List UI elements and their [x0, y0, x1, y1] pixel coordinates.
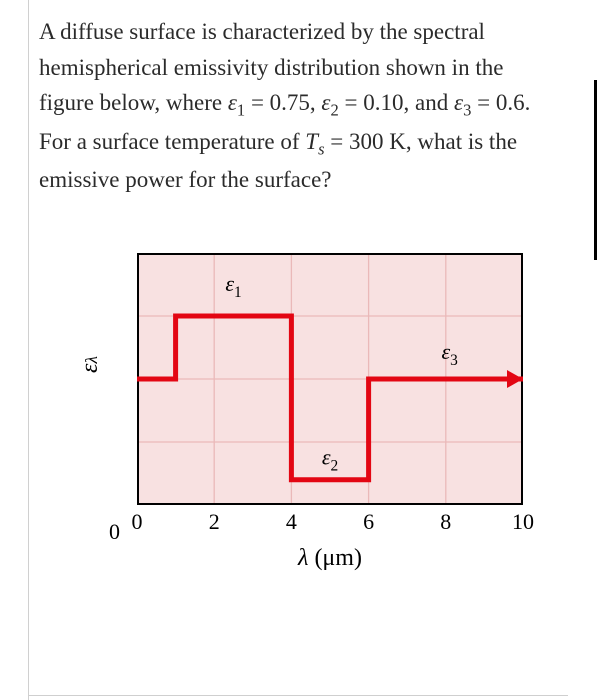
x-axis-label: λ (μm) — [137, 545, 523, 572]
eps2-val: 0.10, and — [363, 90, 454, 115]
eps1-val: 0.75, — [270, 90, 322, 115]
problem-text: A diffuse surface is characterized by th… — [39, 0, 568, 197]
y-zero: 0 — [109, 519, 120, 545]
divider — [29, 695, 568, 696]
x-var: λ — [298, 545, 308, 571]
plot-area: ε1ε2ε3 — [137, 253, 523, 505]
emissivity-chart: ελ 0 ε1ε2ε3 0246810 λ (μm) — [83, 253, 543, 593]
x-tick: 6 — [363, 509, 374, 535]
eps2-symbol: ε — [321, 90, 330, 115]
eq2: = — [339, 90, 363, 115]
eps3-symbol: ε — [454, 90, 463, 115]
eps1-sub: 1 — [237, 101, 245, 120]
Ts-T: T — [305, 129, 318, 154]
x-tick: 8 — [440, 509, 451, 535]
content-panel: A diffuse surface is characterized by th… — [28, 0, 568, 700]
eps2-sub: 2 — [331, 101, 339, 120]
x-tick: 2 — [209, 509, 220, 535]
x-tick: 0 — [132, 509, 143, 535]
x-tick: 10 — [512, 509, 534, 535]
plot-svg: ε1ε2ε3 — [137, 253, 523, 505]
y-axis-label: ελ — [77, 357, 104, 374]
y-sub: λ — [82, 357, 101, 364]
x-tick: 4 — [286, 509, 297, 535]
scrollbar-thumb[interactable] — [594, 80, 597, 260]
eps1-symbol: ε — [228, 90, 237, 115]
x-ticks: 0246810 — [137, 509, 523, 537]
x-unit: (μm) — [314, 545, 362, 571]
eq3: = — [471, 90, 495, 115]
y-var: ε — [77, 364, 103, 373]
eq1: = — [245, 90, 269, 115]
